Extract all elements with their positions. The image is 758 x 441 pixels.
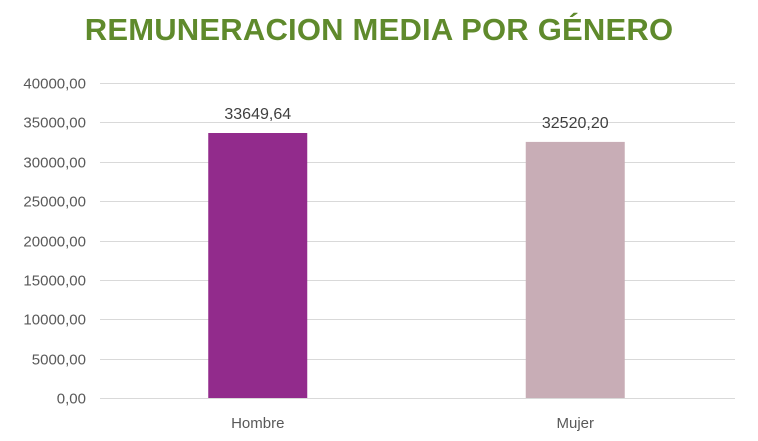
y-tick-label: 10000,00 <box>23 312 86 329</box>
x-tick-label: Mujer <box>556 415 594 432</box>
x-axis-tick-labels: Hombre Mujer <box>231 415 594 432</box>
y-tick-label: 15000,00 <box>23 273 86 290</box>
chart-title: REMUNERACION MEDIA POR GÉNERO <box>84 12 674 47</box>
y-tick-label: 30000,00 <box>23 155 86 172</box>
bar-hombre <box>208 133 308 398</box>
y-axis-tick-labels: 0,00 5000,00 10000,00 15000,00 20000,00 25000… <box>23 76 86 408</box>
data-labels: 33649,64 32520,20 <box>224 106 608 132</box>
y-tick-label: 0,00 <box>57 391 86 408</box>
y-tick-label: 40000,00 <box>23 76 86 93</box>
bar-mujer <box>525 141 625 398</box>
x-tick-label: Hombre <box>231 415 284 432</box>
data-label-mujer: 32520,20 <box>542 115 609 132</box>
y-tick-label: 25000,00 <box>23 194 86 211</box>
y-tick-label: 20000,00 <box>23 234 86 251</box>
data-label-hombre: 33649,64 <box>224 106 291 123</box>
bars <box>208 133 625 398</box>
gridlines <box>100 83 735 399</box>
y-tick-label: 35000,00 <box>23 115 86 132</box>
y-tick-label: 5000,00 <box>32 352 86 369</box>
